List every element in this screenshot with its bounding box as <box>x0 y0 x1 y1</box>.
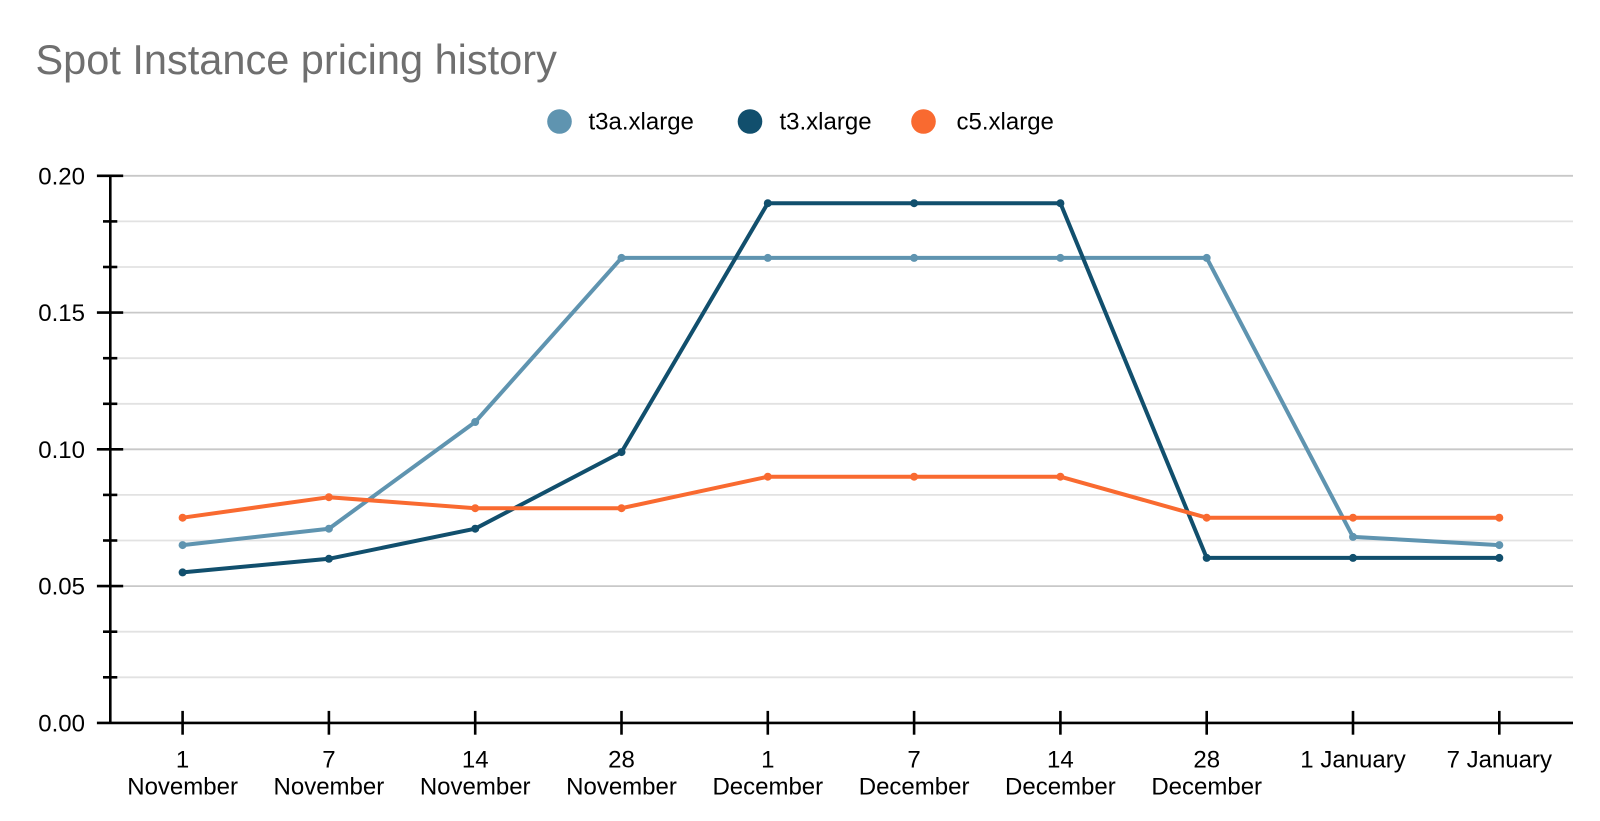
svg-text:Spot Instance pricing history: Spot Instance pricing history <box>36 36 558 83</box>
svg-text:28: 28 <box>1193 747 1220 774</box>
svg-text:28: 28 <box>608 747 635 774</box>
svg-text:December: December <box>1005 774 1116 801</box>
svg-text:14: 14 <box>462 747 489 774</box>
svg-text:1 January: 1 January <box>1300 747 1405 774</box>
svg-text:0.00: 0.00 <box>38 710 85 737</box>
svg-text:0.10: 0.10 <box>38 437 85 464</box>
svg-text:November: November <box>566 774 677 801</box>
svg-text:November: November <box>420 774 531 801</box>
svg-text:December: December <box>712 774 823 801</box>
svg-text:November: November <box>274 774 385 801</box>
svg-text:7 January: 7 January <box>1447 747 1552 774</box>
svg-text:November: November <box>127 774 238 801</box>
svg-text:December: December <box>859 774 970 801</box>
svg-text:0.05: 0.05 <box>38 574 85 601</box>
svg-text:December: December <box>1151 774 1262 801</box>
svg-text:7: 7 <box>322 747 335 774</box>
svg-text:0.15: 0.15 <box>38 300 85 327</box>
svg-text:7: 7 <box>907 747 920 774</box>
svg-text:1: 1 <box>176 747 189 774</box>
svg-text:0.20: 0.20 <box>38 163 85 190</box>
svg-text:t3a.xlarge: t3a.xlarge <box>589 109 694 136</box>
svg-text:t3.xlarge: t3.xlarge <box>780 109 872 136</box>
svg-text:c5.xlarge: c5.xlarge <box>957 109 1054 136</box>
svg-text:14: 14 <box>1047 747 1074 774</box>
svg-text:1: 1 <box>761 747 774 774</box>
